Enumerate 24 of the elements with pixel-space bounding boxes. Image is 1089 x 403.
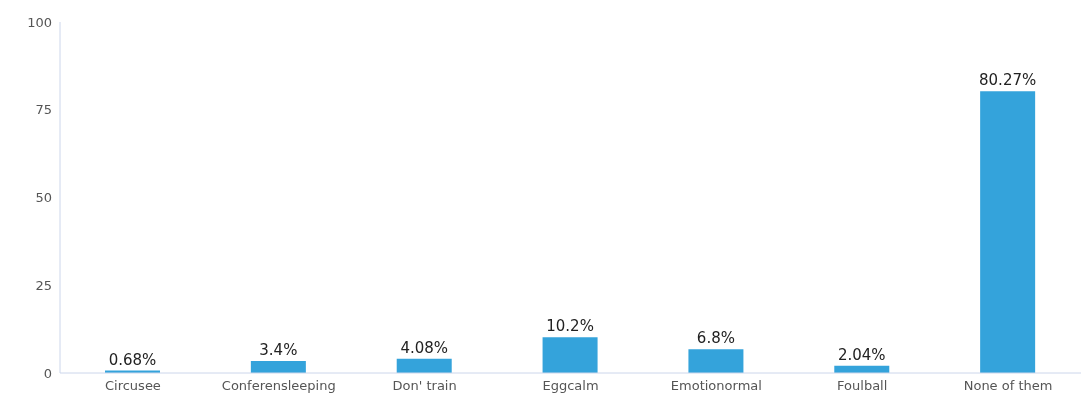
bar [250,361,306,373]
x-tick-label: Eggcalm [542,378,599,394]
y-tick-label: 25 [35,277,52,293]
x-tick-label: Emotionormal [670,378,762,394]
data-label: 6.8% [696,329,735,348]
y-tick-label: 0 [43,365,52,381]
x-tick-label: Circusee [104,378,161,394]
bar [688,349,744,373]
y-tick-label: 75 [35,102,52,118]
y-tick-label: 100 [27,14,52,30]
x-tick-label: Foulball [837,378,888,394]
x-tick-label: Conferensleeping [221,378,336,394]
y-tick-label: 50 [35,190,52,206]
bar [396,358,452,373]
bar [542,337,598,373]
data-label: 4.08% [400,338,449,357]
data-label: 2.04% [837,345,886,364]
bar [980,91,1036,373]
data-label: 80.27% [979,71,1037,90]
data-label: 0.68% [108,350,157,369]
data-label: 3.4% [259,341,298,360]
x-tick-label: Don' train [392,378,457,394]
x-tick-label: None of them [963,378,1053,394]
data-label: 10.2% [546,317,594,336]
